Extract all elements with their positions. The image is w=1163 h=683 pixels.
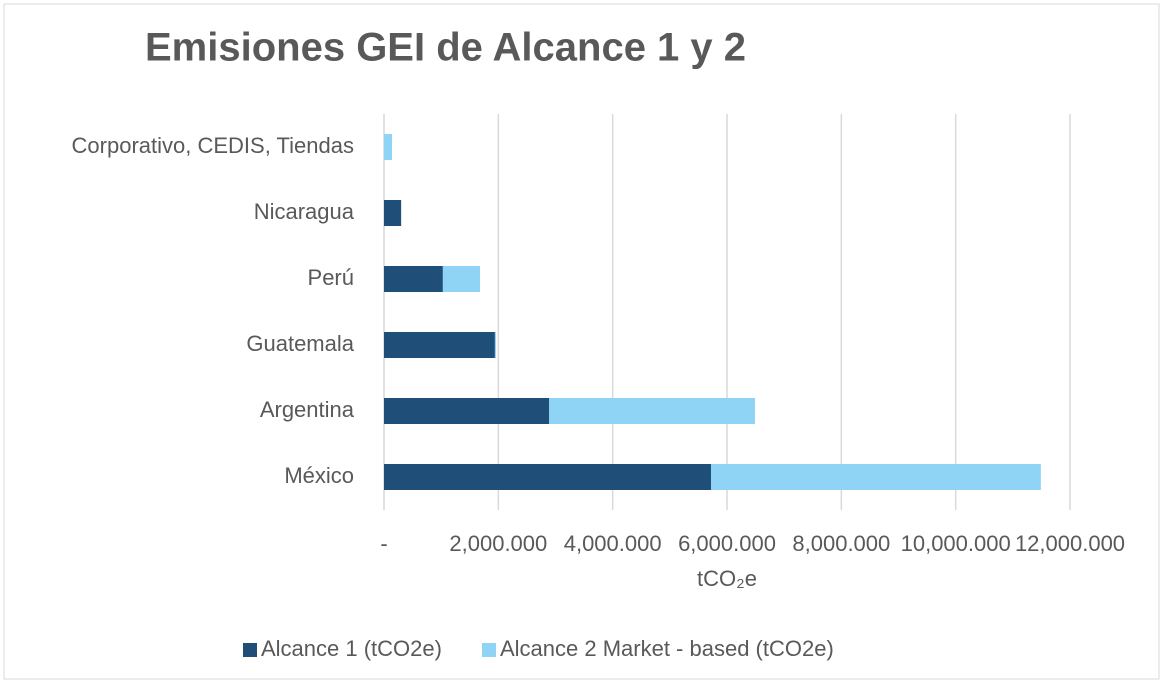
y-tick-label: Nicaragua (254, 199, 355, 224)
bar (710, 464, 1041, 490)
y-tick-label: Guatemala (246, 331, 354, 356)
x-tick-label: 6,000.000 (678, 531, 776, 556)
x-tick-label: 4,000.000 (564, 531, 662, 556)
x-axis-label: tCO₂e (697, 566, 757, 591)
bar (384, 464, 711, 490)
bar (442, 266, 481, 292)
legend-label: Alcance 1 (tCO2e) (261, 636, 442, 661)
bar (384, 332, 495, 358)
bar (384, 200, 402, 226)
x-tick-label: - (380, 531, 387, 556)
bar (384, 398, 550, 424)
chart-border (3, 3, 1160, 680)
chart-title: Emisiones GEI de Alcance 1 y 2 (145, 26, 746, 70)
y-tick-label: Perú (308, 265, 354, 290)
x-tick-label: 8,000.000 (792, 531, 890, 556)
bar (549, 398, 756, 424)
y-tick-label: Corporativo, CEDIS, Tiendas (72, 133, 354, 158)
bar (384, 266, 443, 292)
legend-swatch (243, 643, 257, 657)
y-tick-label: Argentina (260, 397, 355, 422)
legend-label: Alcance 2 Market - based (tCO2e) (500, 636, 834, 661)
x-tick-label: 2,000.000 (449, 531, 547, 556)
legend-swatch (481, 643, 496, 657)
bar (494, 332, 497, 358)
x-tick-label: 12,000.000 (1015, 531, 1125, 556)
x-tick-label: 10,000.000 (901, 531, 1011, 556)
y-tick-label: México (284, 463, 354, 488)
bar (384, 134, 393, 160)
